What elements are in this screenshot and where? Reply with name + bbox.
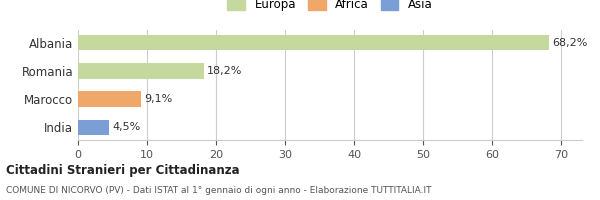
Bar <box>78 35 549 50</box>
Text: 9,1%: 9,1% <box>144 94 173 104</box>
Text: 4,5%: 4,5% <box>113 122 141 132</box>
Bar <box>78 120 109 135</box>
Text: COMUNE DI NICORVO (PV) - Dati ISTAT al 1° gennaio di ogni anno - Elaborazione TU: COMUNE DI NICORVO (PV) - Dati ISTAT al 1… <box>6 186 431 195</box>
Bar <box>78 63 203 79</box>
Bar <box>78 91 141 107</box>
Text: Cittadini Stranieri per Cittadinanza: Cittadini Stranieri per Cittadinanza <box>6 164 239 177</box>
Text: 18,2%: 18,2% <box>207 66 242 76</box>
Text: 68,2%: 68,2% <box>553 38 587 48</box>
Legend: Europa, Africa, Asia: Europa, Africa, Asia <box>224 0 436 14</box>
